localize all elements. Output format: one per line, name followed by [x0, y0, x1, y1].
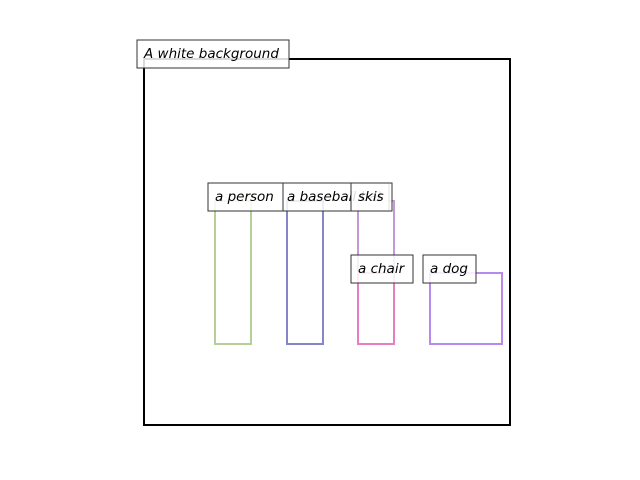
scene-label: A white background [136, 39, 290, 69]
box-chair [357, 272, 395, 345]
svg-text:skis: skis [358, 189, 384, 205]
svg-text:a dog: a dog [430, 261, 468, 277]
svg-text:a person: a person [215, 189, 274, 205]
box-dog [429, 272, 503, 345]
svg-text:a chair: a chair [358, 261, 406, 277]
box-person [214, 200, 252, 345]
label-chair: a chair [350, 254, 414, 284]
svg-text:A white background: A white background [143, 46, 279, 62]
label-skis: skis [350, 182, 393, 212]
label-dog: a dog [422, 254, 477, 284]
label-person: a person [207, 182, 284, 212]
box-baseball-bat [286, 200, 324, 345]
scene-frame [143, 58, 511, 426]
